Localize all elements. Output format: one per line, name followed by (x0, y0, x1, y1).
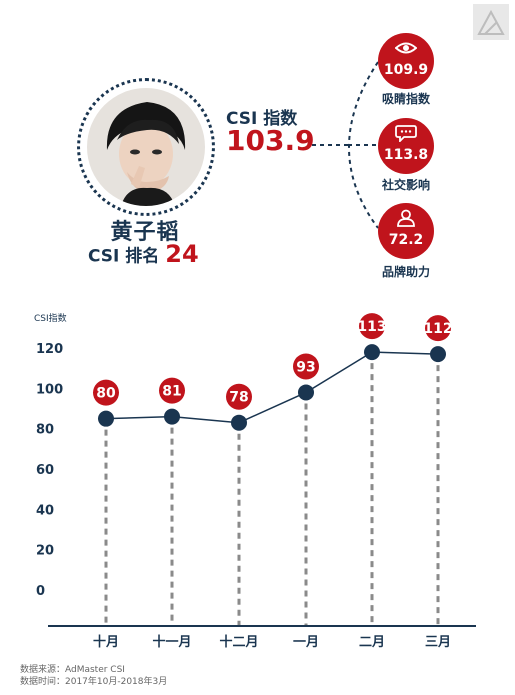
data-label: 80 (96, 386, 116, 402)
y-tick-label: 80 (36, 423, 54, 438)
data-label-bubble (159, 377, 185, 404)
rank-label: CSI 排名 (88, 246, 160, 267)
metric-brand: 72.2 (378, 203, 434, 259)
csi-trend-chart: CSI指数 0 20 40 60 80 100 120 80 81 78 93 113 112 十月 十一月 十… (34, 312, 476, 650)
y-tick-label: 60 (36, 463, 54, 478)
data-label-bubble (425, 315, 451, 342)
csi-rank: CSI 排名 24 (88, 240, 199, 270)
footer: 数据来源：AdMaster CSI 数据时间：2017年10月-2018年3月 (20, 664, 167, 688)
y-tick-label: 100 (36, 382, 63, 397)
data-point (430, 346, 446, 363)
data-point (164, 408, 180, 425)
data-label-bubble (293, 353, 319, 380)
metric-label: 吸睛指数 (381, 92, 430, 106)
celebrity-name: 黄子韬 (110, 220, 180, 245)
data-label: 78 (229, 390, 248, 406)
metric-value: 72.2 (388, 232, 424, 248)
person-icon (397, 209, 415, 227)
metric-value: 109.9 (383, 62, 429, 78)
metric-attention: 109.9 (378, 33, 434, 89)
x-tick-label: 十月 (93, 634, 119, 650)
x-tick-label: 三月 (425, 635, 451, 650)
avatar-ring (77, 78, 215, 216)
x-tick-label: 二月 (359, 635, 385, 650)
eye-icon (395, 42, 417, 54)
data-label-bubble (93, 379, 119, 406)
series-line (105, 351, 439, 424)
y-tick-label: 0 (36, 584, 45, 599)
avatar (87, 88, 205, 206)
data-label-bubble (359, 313, 385, 340)
data-label: 113 (357, 319, 386, 335)
metric-label: 品牌助力 (381, 265, 430, 279)
data-label: 112 (423, 321, 452, 337)
data-point (298, 384, 314, 401)
data-label: 81 (162, 384, 181, 400)
y-tick-label: 40 (36, 503, 54, 518)
x-tick-label: 十二月 (219, 634, 258, 650)
csi-index-value: 103.9 (226, 124, 315, 157)
csi-index-label: CSI 指数 (226, 109, 298, 129)
brand-logo-icon (473, 4, 509, 40)
data-point (364, 344, 380, 361)
data-label: 93 (296, 359, 315, 375)
x-tick-label: 十一月 (152, 634, 191, 650)
data-point (98, 410, 114, 427)
rank-value: 24 (165, 240, 199, 268)
data-source: 数据来源：AdMaster CSI (20, 665, 125, 675)
data-period: 数据时间：2017年10月-2018年3月 (20, 677, 168, 687)
chat-bubble-icon (395, 125, 417, 142)
metric-label: 社交影响 (381, 178, 430, 192)
data-label-bubble (226, 383, 252, 410)
connector-lines (312, 61, 379, 229)
x-tick-label: 一月 (293, 635, 319, 650)
metric-social: 113.8 (378, 118, 434, 174)
metric-value: 113.8 (383, 147, 429, 163)
y-tick-label: 120 (36, 342, 63, 357)
y-tick-label: 20 (36, 544, 54, 559)
avatar-portrait (87, 88, 205, 206)
y-axis-label: CSI指数 (34, 312, 67, 324)
data-point (231, 414, 247, 431)
